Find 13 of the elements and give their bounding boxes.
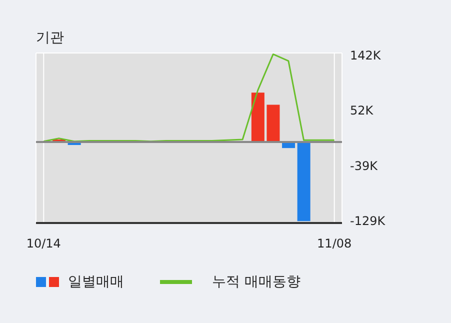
y-tick-label: 52K: [350, 104, 374, 118]
x-tick-label: 10/14: [26, 236, 61, 251]
bar: [297, 142, 310, 222]
bar: [251, 92, 264, 142]
x-tick-label: 11/08: [317, 236, 352, 251]
y-tick-label: -129K: [350, 214, 386, 228]
bar: [266, 104, 280, 142]
line-series: [42, 53, 336, 142]
legend-label: 누적 매매동향: [212, 273, 300, 291]
y-tick-label: 142K: [350, 48, 382, 63]
y-tick-label: -39K: [350, 158, 379, 173]
chart-title: 기관: [36, 29, 64, 47]
legend-label: 일별매매: [68, 273, 124, 291]
